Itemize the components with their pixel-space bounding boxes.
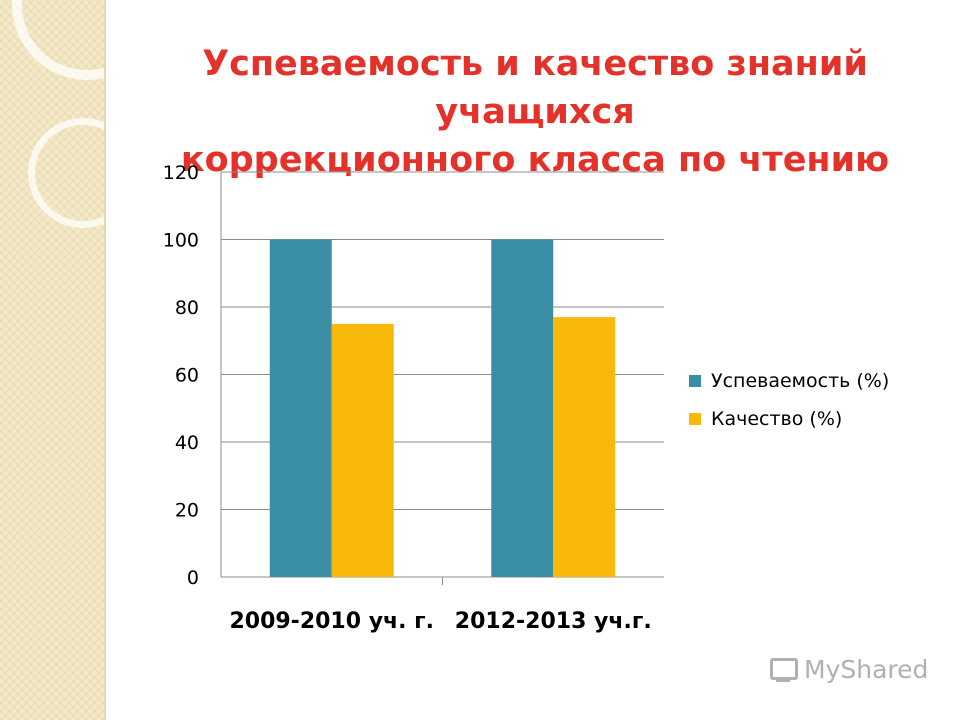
bar-series-1 (491, 239, 554, 577)
y-tick-label: 20 (175, 500, 199, 522)
watermark-text: MyShared (804, 655, 929, 684)
legend-swatch-series-1 (689, 375, 701, 387)
legend-label-series-2: Качество (%) (711, 408, 843, 430)
chart-title-line-2: коррекционного класса по чтению (180, 140, 890, 180)
y-tick-label: 100 (163, 230, 199, 252)
decorative-side-strip (0, 0, 106, 720)
y-tick-label: 80 (175, 297, 199, 319)
legend-item-series-1: Успеваемость (%) (689, 362, 889, 400)
chart-title: Успеваемость и качество знаний учащихся … (110, 40, 960, 184)
y-tick-label: 120 (163, 162, 199, 184)
x-category-label: 2009-2010 уч. г. (229, 609, 434, 634)
chart-title-line-1: Успеваемость и качество знаний учащихся (202, 44, 868, 132)
legend-label-series-1: Успеваемость (%) (711, 370, 890, 392)
decorative-ring (28, 118, 104, 228)
x-category-label: 2012-2013 уч.г. (455, 609, 652, 634)
bar-series-2 (553, 317, 616, 577)
legend-item-series-2: Качество (%) (689, 400, 889, 438)
bar-series-2 (331, 323, 394, 577)
y-tick-label: 60 (175, 365, 199, 387)
y-tick-label: 40 (175, 432, 199, 454)
watermark: MyShared (768, 655, 928, 684)
y-tick-label: 0 (187, 567, 199, 589)
chart-legend: Успеваемость (%) Качество (%) (689, 362, 889, 438)
legend-swatch-series-2 (689, 413, 701, 425)
bar-series-1 (269, 239, 332, 577)
monitor-logo-icon (768, 656, 798, 684)
